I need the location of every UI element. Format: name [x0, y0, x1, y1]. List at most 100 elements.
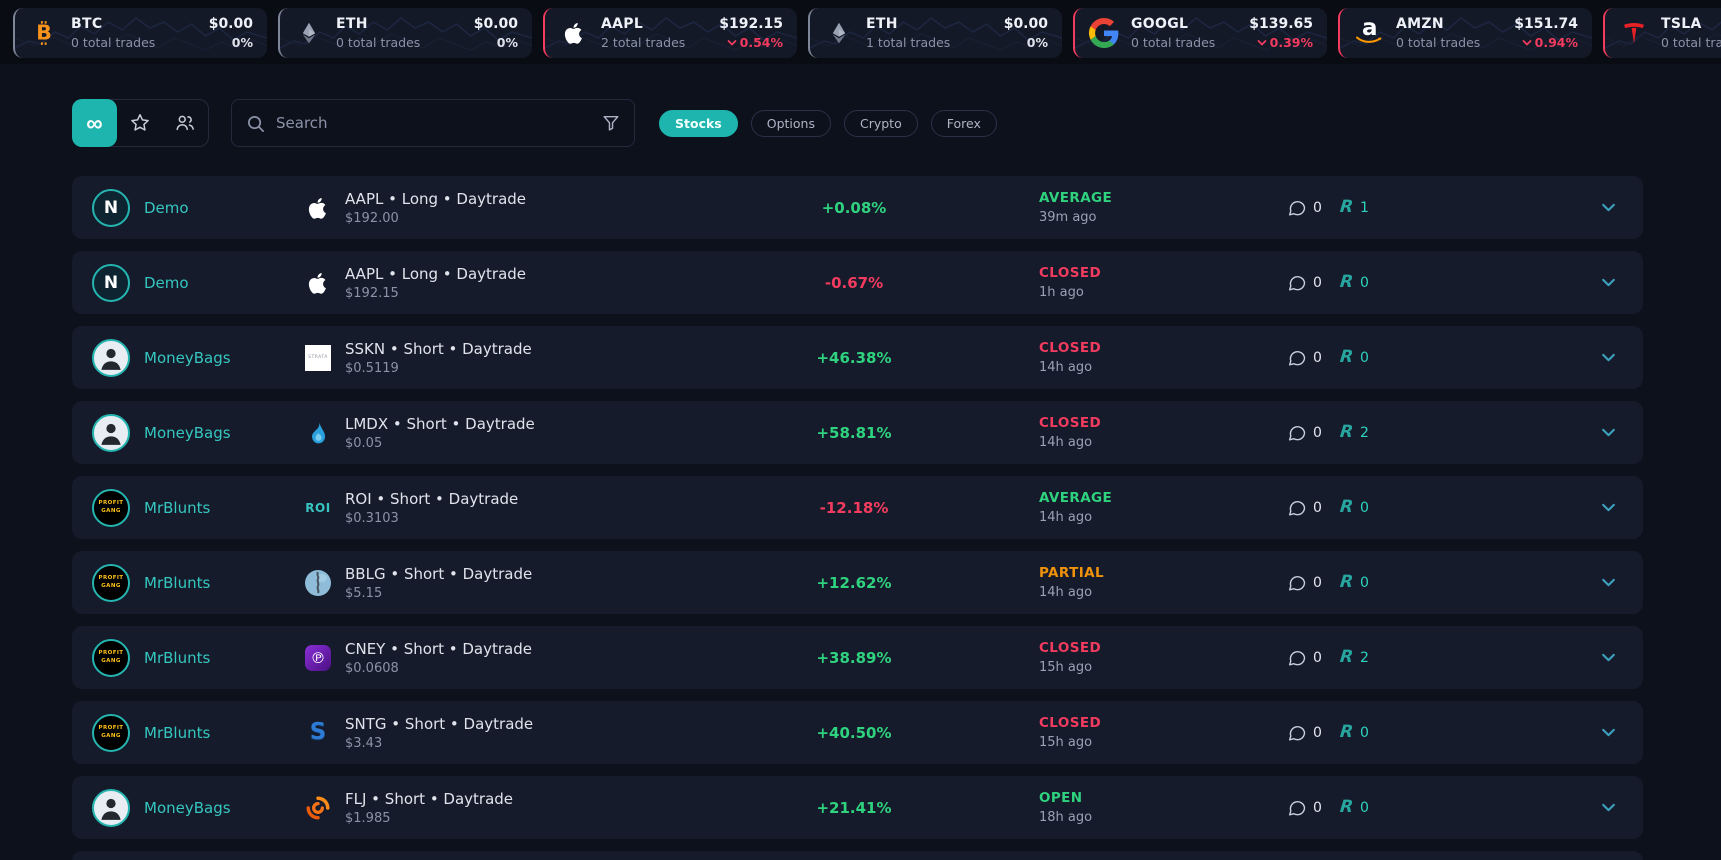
- ticker-trades-count: 0 total trades: [1131, 35, 1216, 50]
- comments-icon[interactable]: [1287, 648, 1307, 668]
- engagement-cell: 0 R 0: [1287, 272, 1369, 293]
- instrument-icon: [304, 569, 332, 597]
- username-link[interactable]: MrBlunts: [144, 723, 211, 742]
- ticker-card[interactable]: GOOGL 0 total trades $139.65 0.39%: [1073, 8, 1327, 58]
- ticker-change-pct: 0%: [231, 35, 253, 50]
- replay-icon[interactable]: R: [1338, 647, 1355, 667]
- comments-icon[interactable]: [1287, 348, 1307, 368]
- replay-icon[interactable]: R: [1338, 722, 1355, 742]
- username-link[interactable]: Demo: [144, 198, 189, 217]
- username-link[interactable]: Demo: [144, 273, 189, 292]
- expand-chevron-icon[interactable]: [1600, 349, 1617, 366]
- comments-count: 0: [1313, 799, 1322, 816]
- trade-status-badge: CLOSED: [1039, 340, 1102, 356]
- feed-row[interactable]: PROFIT GANG MrBlunts S SNTG • Short • Day…: [72, 701, 1643, 764]
- feed-row[interactable]: PROFIT GANG MrBlunts ℗ CNEY • Short • Day…: [72, 626, 1643, 689]
- avatar[interactable]: [92, 338, 130, 377]
- comments-icon[interactable]: [1287, 498, 1307, 518]
- feed-row[interactable]: MoneyBags STRATA SSKN • Short • Daytrade…: [72, 326, 1643, 389]
- avatar[interactable]: [92, 413, 130, 452]
- expand-chevron-icon[interactable]: [1600, 574, 1617, 591]
- avatar[interactable]: PROFIT GANG: [92, 488, 130, 527]
- username-link[interactable]: MoneyBags: [144, 348, 231, 367]
- comments-icon[interactable]: [1287, 423, 1307, 443]
- username-link[interactable]: MrBlunts: [144, 573, 211, 592]
- expand-chevron-icon[interactable]: [1600, 499, 1617, 516]
- ticker-symbol-icon: B: [29, 18, 59, 48]
- expand-chevron-icon[interactable]: [1600, 274, 1617, 291]
- comments-icon[interactable]: [1287, 573, 1307, 593]
- feed-row[interactable]: N Demo AAPL • Long • Daytrade $192.15 -0…: [72, 251, 1643, 314]
- replay-icon[interactable]: R: [1338, 272, 1355, 292]
- expand-chevron-icon[interactable]: [1600, 724, 1617, 741]
- comments-icon[interactable]: [1287, 198, 1307, 218]
- replay-icon[interactable]: R: [1338, 497, 1355, 517]
- trade-return-pct: +40.50%: [816, 723, 892, 742]
- feed-list: N Demo AAPL • Long • Daytrade $192.00 +0…: [72, 176, 1643, 860]
- trade-return-pct: -0.67%: [824, 273, 884, 292]
- ticker-card[interactable]: a AMZN 0 total trades $151.74 0.94%: [1338, 8, 1592, 58]
- instrument-price: $0.05: [345, 435, 383, 451]
- username-link[interactable]: MoneyBags: [144, 798, 231, 817]
- filter-funnel-icon[interactable]: [602, 114, 620, 132]
- view-tab-following[interactable]: [162, 99, 207, 147]
- ticker-change: 0.94%: [1514, 35, 1578, 50]
- expand-chevron-icon[interactable]: [1600, 199, 1617, 216]
- infinity-icon: ∞: [86, 109, 103, 136]
- trade-time: 14h ago: [1039, 585, 1093, 600]
- feed-row[interactable]: N Demo AAPL • Long • Daytrade $192.00 +0…: [72, 176, 1643, 239]
- view-tab-favorites[interactable]: [117, 99, 162, 147]
- avatar[interactable]: N: [92, 263, 130, 302]
- filter-pill-options[interactable]: Options: [750, 109, 831, 137]
- feed-row[interactable]: MoneyBags FLJ • Short • Daytrade $1.985 …: [72, 776, 1643, 839]
- comments-icon[interactable]: [1287, 798, 1307, 818]
- comments-icon[interactable]: [1287, 273, 1307, 293]
- instrument-icon: ℗: [304, 644, 332, 672]
- filter-pill-stocks[interactable]: Stocks: [659, 109, 738, 137]
- feed-row[interactable]: PROFIT GANG MrBlunts ROI ROI • Short • Da…: [72, 476, 1643, 539]
- star-icon: [129, 112, 151, 134]
- feed-row[interactable]: PROFIT GANG MrBlunts BBLG • Short • Daytr…: [72, 551, 1643, 614]
- expand-chevron-icon[interactable]: [1600, 799, 1617, 816]
- replay-icon[interactable]: R: [1338, 197, 1355, 217]
- filter-pill-forex[interactable]: Forex: [930, 109, 997, 137]
- feed-row[interactable]: MoneyBags LMDX • Short • Daytrade $0.05 …: [72, 401, 1643, 464]
- replay-icon[interactable]: R: [1338, 422, 1355, 442]
- ticker-card[interactable]: ETH 1 total trades $0.00 0%: [808, 8, 1062, 58]
- expand-chevron-icon[interactable]: [1600, 649, 1617, 666]
- ticker-card[interactable]: TSLA 0 total trades: [1603, 8, 1721, 58]
- status-cell: CLOSED 14h ago: [1039, 415, 1279, 450]
- ticker-change-pct: 0%: [496, 35, 518, 50]
- username-link[interactable]: MoneyBags: [144, 423, 231, 442]
- avatar[interactable]: PROFIT GANG: [92, 638, 130, 677]
- username-link[interactable]: MrBlunts: [144, 648, 211, 667]
- replay-icon[interactable]: R: [1338, 347, 1355, 367]
- replay-icon[interactable]: R: [1338, 572, 1355, 592]
- toolbar: ∞ Stocks Options Crypto Forex: [72, 99, 997, 147]
- avatar[interactable]: [92, 788, 130, 827]
- ticker-symbol-icon: [824, 18, 854, 48]
- avatar[interactable]: PROFIT GANG: [92, 713, 130, 752]
- feed-row-partial[interactable]: [72, 851, 1643, 860]
- username-link[interactable]: MrBlunts: [144, 498, 211, 517]
- replay-count: 2: [1360, 649, 1369, 666]
- instrument-title: FLJ • Short • Daytrade: [345, 789, 514, 808]
- comments-icon[interactable]: [1287, 723, 1307, 743]
- ticker-card[interactable]: ETH 0 total trades $0.00 0%: [278, 8, 532, 58]
- ticker-change-pct: 0%: [1026, 35, 1048, 50]
- status-cell: OPEN 18h ago: [1039, 790, 1279, 825]
- ticker-card[interactable]: B BTC 0 total trades $0.00 0%: [13, 8, 267, 58]
- filter-pill-crypto[interactable]: Crypto: [843, 109, 918, 137]
- view-tab-feed[interactable]: ∞: [72, 99, 117, 147]
- status-cell: CLOSED 14h ago: [1039, 340, 1279, 375]
- ticker-card[interactable]: AAPL 2 total trades $192.15 0.54%: [543, 8, 797, 58]
- ticker-trades-count: 0 total trades: [1396, 35, 1481, 50]
- instrument-cell: AAPL • Long • Daytrade $192.00: [304, 190, 759, 226]
- trade-time: 14h ago: [1039, 510, 1093, 525]
- ticker-symbol: TSLA: [1661, 16, 1702, 32]
- search-input[interactable]: [276, 114, 591, 132]
- replay-icon[interactable]: R: [1338, 797, 1355, 817]
- avatar[interactable]: N: [92, 188, 130, 227]
- expand-chevron-icon[interactable]: [1600, 424, 1617, 441]
- avatar[interactable]: PROFIT GANG: [92, 563, 130, 602]
